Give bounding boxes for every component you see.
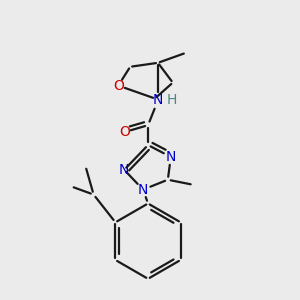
Text: N: N [119,163,129,177]
Text: O: O [113,79,124,93]
Text: N: N [166,150,176,164]
Text: N: N [153,94,163,107]
Text: H: H [167,94,177,107]
Text: O: O [119,125,130,139]
Text: N: N [138,183,148,196]
